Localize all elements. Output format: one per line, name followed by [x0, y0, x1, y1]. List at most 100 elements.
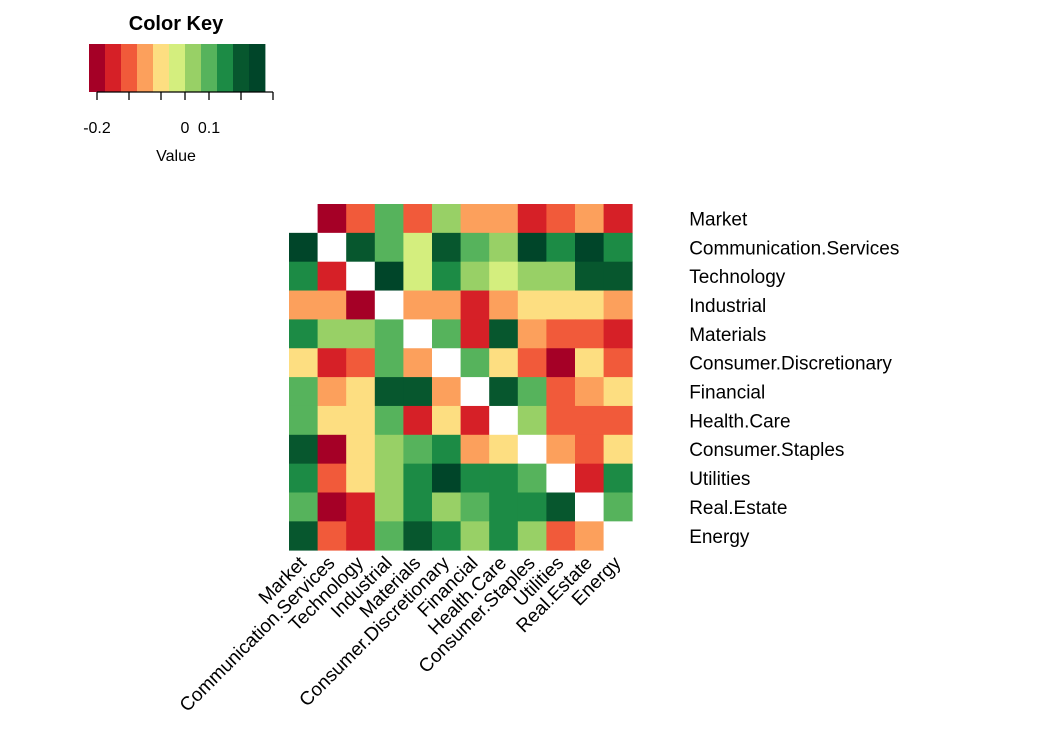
- heatmap-cell: [289, 348, 318, 378]
- heatmap-cell: [546, 290, 576, 320]
- row-label-utilities: Utilities: [689, 469, 750, 490]
- heatmap-cell: [289, 204, 318, 234]
- heatmap-cell: [460, 492, 490, 522]
- heatmap-cell: [317, 463, 347, 493]
- heatmap-cell: [575, 204, 604, 234]
- heatmap-cell: [289, 405, 318, 436]
- heatmap-cell: [403, 232, 433, 263]
- color-key-swatch: [185, 44, 202, 92]
- heatmap-cell: [289, 232, 318, 263]
- color-key-swatch: [217, 44, 234, 92]
- heatmap-cell: [403, 463, 433, 493]
- heatmap-cell: [603, 492, 633, 522]
- heatmap-cell: [460, 319, 490, 349]
- heatmap-cell: [546, 232, 576, 263]
- heatmap-cell: [460, 348, 490, 378]
- heatmap-cell: [403, 261, 433, 291]
- heatmap-cell: [517, 492, 547, 522]
- heatmap-cell: [317, 204, 347, 234]
- heatmap-cell: [432, 463, 461, 493]
- heatmap-cell: [460, 232, 490, 263]
- color-key-tick-label: 0: [181, 120, 190, 137]
- heatmap-cell: [403, 377, 433, 407]
- color-key-title: Color Key: [129, 13, 224, 35]
- row-label-energy: Energy: [689, 527, 750, 548]
- heatmap-cell: [289, 492, 318, 522]
- heatmap-cell: [346, 492, 376, 522]
- heatmap-cell: [432, 261, 461, 291]
- heatmap-cell: [489, 463, 519, 493]
- heatmap-cell: [603, 434, 633, 465]
- heatmap-cell: [289, 521, 318, 551]
- heatmap-cell: [517, 261, 547, 291]
- row-label-consumer-staples: Consumer.Staples: [689, 440, 844, 461]
- heatmap-cell: [546, 434, 576, 465]
- row-label-market: Market: [689, 209, 748, 230]
- row-label-industrial: Industrial: [689, 296, 766, 317]
- color-key-swatch: [249, 44, 266, 92]
- heatmap-cell: [489, 261, 519, 291]
- heatmap-cell: [575, 290, 604, 320]
- row-label-consumer-discretionary: Consumer.Discretionary: [689, 354, 892, 375]
- heatmap-cell: [289, 463, 318, 493]
- heatmap-cell: [603, 290, 633, 320]
- heatmap-cell: [317, 232, 347, 263]
- color-key-swatch: [89, 44, 106, 92]
- row-label-communication-services: Communication.Services: [689, 238, 899, 259]
- heatmap-cell: [460, 463, 490, 493]
- heatmap-cell: [374, 434, 404, 465]
- heatmap-cell: [575, 405, 604, 436]
- heatmap-cell: [374, 290, 404, 320]
- heatmap-cell: [346, 434, 376, 465]
- heatmap-cell: [317, 261, 347, 291]
- heatmap-cell: [546, 405, 576, 436]
- heatmap-cell: [546, 261, 576, 291]
- heatmap-cell: [603, 232, 633, 263]
- heatmap-cell: [346, 463, 376, 493]
- heatmap-cell: [374, 405, 404, 436]
- heatmap-cells: [289, 204, 633, 551]
- column-labels: MarketCommunication.ServicesTechnologyIn…: [176, 552, 626, 716]
- heatmap-cell: [432, 348, 461, 378]
- heatmap-cell: [546, 204, 576, 234]
- heatmap-cell: [460, 261, 490, 291]
- heatmap-cell: [517, 348, 547, 378]
- heatmap-cell: [289, 290, 318, 320]
- heatmap-cell: [346, 521, 376, 551]
- heatmap-cell: [603, 463, 633, 493]
- heatmap-cell: [346, 377, 376, 407]
- color-key-swatch: [153, 44, 170, 92]
- heatmap-cell: [517, 463, 547, 493]
- heatmap-cell: [317, 348, 347, 378]
- row-label-real-estate: Real.Estate: [689, 498, 787, 519]
- color-key-swatch: [105, 44, 122, 92]
- heatmap-cell: [374, 261, 404, 291]
- heatmap-cell: [432, 232, 461, 263]
- heatmap-cell: [575, 261, 604, 291]
- heatmap-cell: [460, 377, 490, 407]
- heatmap-cell: [289, 434, 318, 465]
- heatmap-cell: [603, 405, 633, 436]
- heatmap-cell: [289, 377, 318, 407]
- heatmap-cell: [517, 521, 547, 551]
- heatmap-cell: [575, 319, 604, 349]
- heatmap-cell: [489, 232, 519, 263]
- row-labels: Market Communication.Services Technology In…: [689, 209, 899, 547]
- heatmap-cell: [432, 405, 461, 436]
- color-key-tick-label: -0.2: [83, 120, 111, 137]
- heatmap-cell: [403, 434, 433, 465]
- color-key-swatch: [121, 44, 138, 92]
- heatmap-cell: [374, 319, 404, 349]
- heatmap-cell: [289, 261, 318, 291]
- heatmap-cell: [603, 319, 633, 349]
- heatmap-cell: [403, 492, 433, 522]
- heatmap-cell: [575, 492, 604, 522]
- heatmap-cell: [517, 232, 547, 263]
- heatmap-cell: [517, 377, 547, 407]
- heatmap-cell: [346, 232, 376, 263]
- heatmap-cell: [432, 290, 461, 320]
- heatmap-cell: [517, 405, 547, 436]
- heatmap-cell: [346, 290, 376, 320]
- heatmap-cell: [489, 405, 519, 436]
